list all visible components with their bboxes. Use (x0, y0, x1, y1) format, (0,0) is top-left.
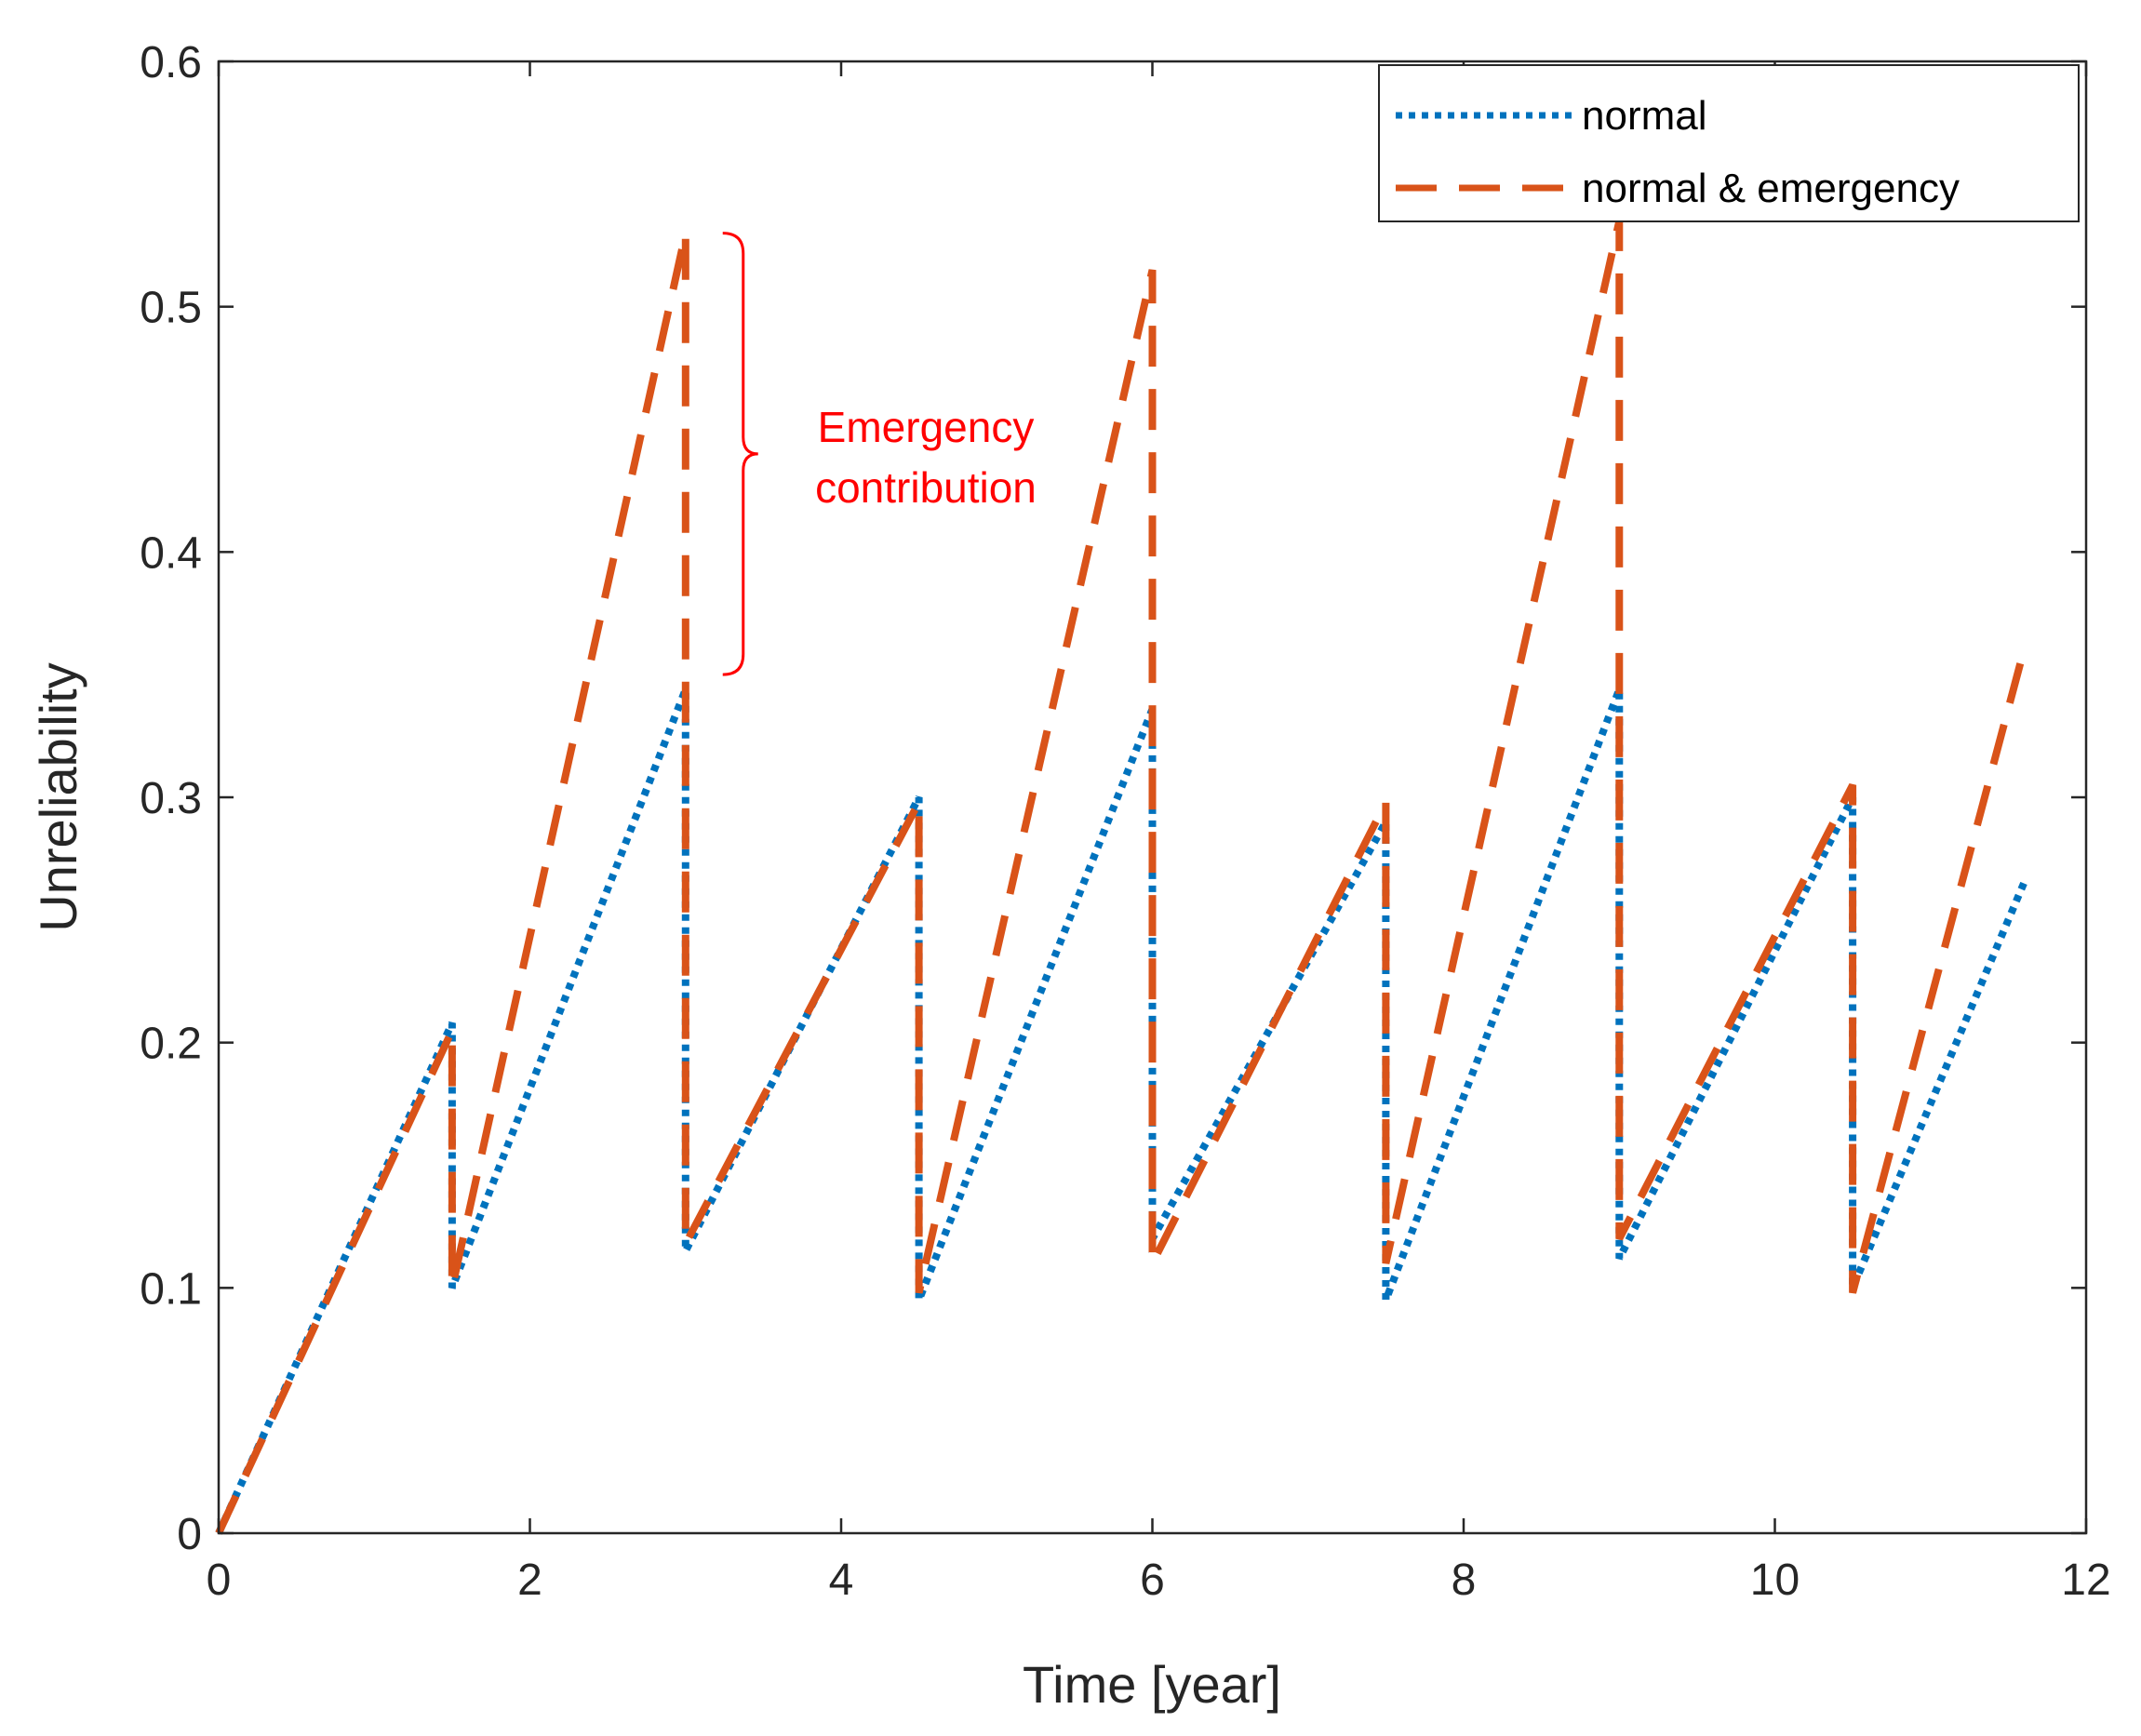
series-line-normal (215, 688, 2027, 1535)
annotation-brace (722, 232, 758, 676)
y-tick-label: 0 (177, 1510, 202, 1559)
y-tick-label: 0.6 (140, 38, 202, 87)
x-tick-label: 2 (517, 1556, 542, 1605)
legend-label-normal-emergency: normal & emergency (1582, 166, 1960, 211)
y-axis-label: Unreliability (29, 662, 87, 931)
y-tick-label: 0.5 (140, 284, 202, 333)
annotation-line-2: contribution (815, 463, 1037, 512)
y-tick-label: 0.3 (140, 774, 202, 823)
annotation: Emergency contribution (722, 232, 1037, 676)
x-tick-label: 8 (1452, 1556, 1477, 1605)
x-axis-label: Time [year] (1023, 1655, 1281, 1714)
series-line-normal-emergency (215, 220, 2027, 1535)
x-tick-label: 12 (2061, 1556, 2110, 1605)
series-layer (215, 220, 2027, 1535)
x-tick-label: 4 (829, 1556, 854, 1605)
y-tick-label: 0.2 (140, 1020, 202, 1069)
x-tick-label: 6 (1140, 1556, 1165, 1605)
y-tick-label: 0.1 (140, 1264, 202, 1314)
legend-label-normal: normal (1582, 93, 1707, 139)
annotation-line-1: Emergency (818, 403, 1035, 451)
x-tick-label: 10 (1750, 1556, 1800, 1605)
legend: normal normal & emergency (1378, 64, 2080, 222)
ticks-layer: 0 2 4 6 8 10 12 0 0.1 0.2 0.3 0.4 0.5 0.6 (140, 38, 2110, 1605)
y-tick-label: 0.4 (140, 528, 202, 578)
x-tick-label: 0 (207, 1556, 232, 1605)
legend-box (1378, 64, 2080, 222)
